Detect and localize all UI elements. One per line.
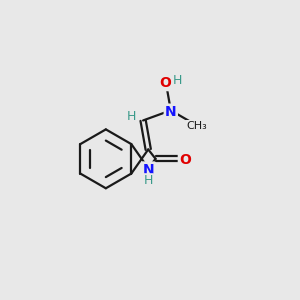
Text: N: N bbox=[142, 163, 154, 177]
Text: H: H bbox=[173, 74, 182, 87]
Text: O: O bbox=[160, 76, 172, 90]
Text: N: N bbox=[165, 105, 177, 119]
Text: CH₃: CH₃ bbox=[186, 121, 207, 131]
Text: O: O bbox=[179, 153, 191, 167]
Text: H: H bbox=[127, 110, 136, 123]
Text: H: H bbox=[143, 174, 153, 188]
